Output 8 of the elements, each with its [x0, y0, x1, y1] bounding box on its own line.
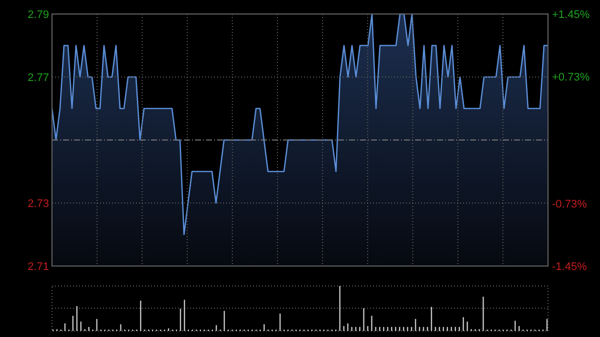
y2-tick-label: +0.73%	[552, 71, 590, 84]
y-tick-label: 2.77	[28, 72, 49, 84]
y-tick-label: 2.71	[28, 260, 49, 273]
y-tick-label: 2.73	[28, 198, 49, 210]
y2-tick-label: -0.73%	[552, 198, 588, 210]
y2-tick-label: +1.45%	[552, 8, 590, 21]
y-tick-label: 2.79	[28, 8, 49, 21]
y2-tick-label: -1.45%	[552, 260, 588, 273]
